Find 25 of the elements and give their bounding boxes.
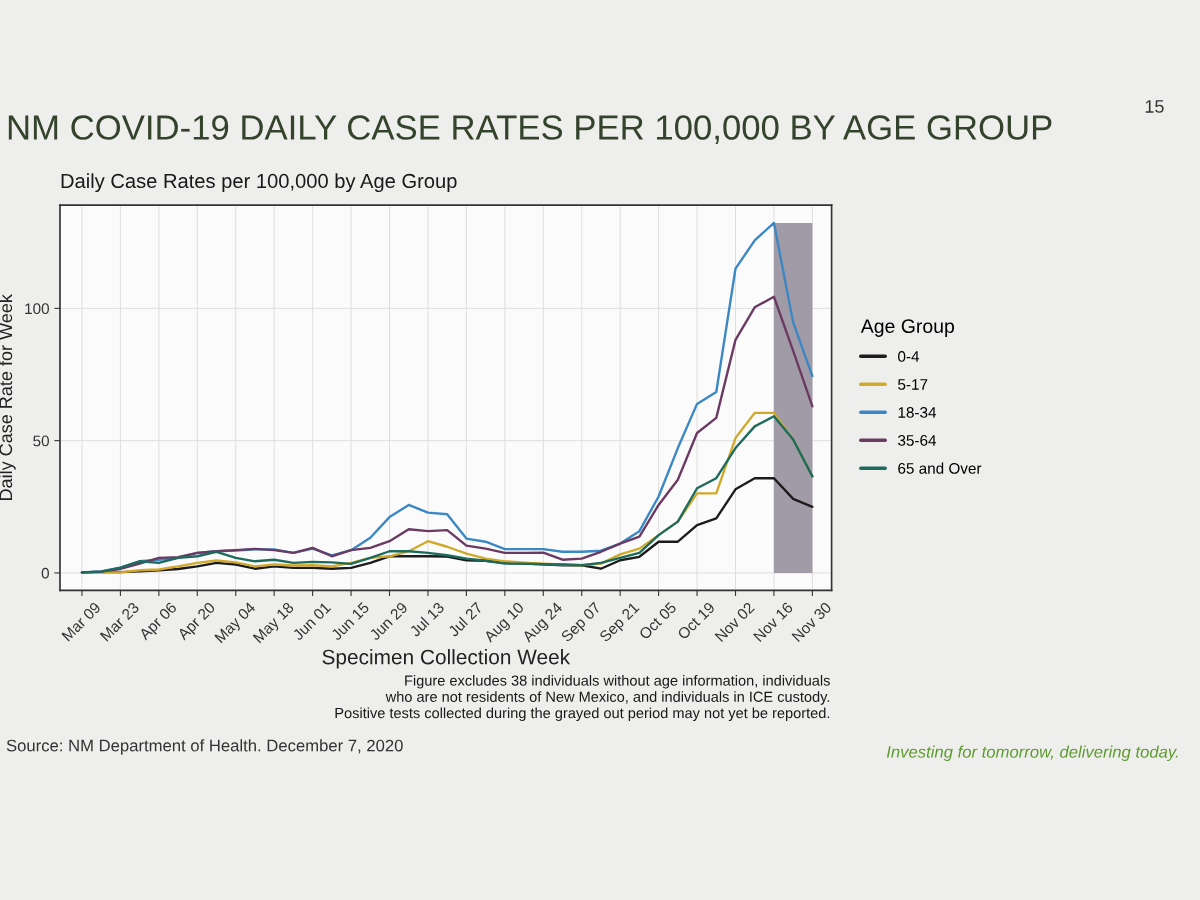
- y-tick-label: 0: [41, 567, 49, 579]
- legend-label: 0-4: [898, 351, 920, 362]
- x-tick-label: Oct 19: [676, 601, 716, 641]
- x-tick-label: Oct 05: [638, 601, 677, 641]
- x-tick-label: Jun 15: [330, 601, 370, 642]
- y-tick-label: 50: [33, 435, 49, 447]
- source-note: Source: NM Department of Health. December 7, 2020: [6, 739, 403, 755]
- x-axis-title: Specimen Collection Week: [322, 649, 571, 669]
- x-tick-label: Nov 30: [791, 601, 832, 643]
- legend-label: 35-64: [898, 435, 937, 446]
- legend-title: Age Group: [860, 319, 955, 337]
- x-tick-label: Jun 29: [368, 601, 409, 642]
- text: Investing for tomorrow, delivering today.: [886, 745, 1178, 762]
- legend-label: 5-17: [898, 379, 928, 390]
- text: Figure excludes 38 individuals without age information, individuals who are not residents of New Mexico, and individuals in ICE custody. Positive tests collected during the grayed out period may not yet be reported.: [335, 675, 830, 722]
- x-tick-label: Jul 13: [408, 601, 445, 638]
- y-tick-label: 100: [25, 303, 49, 315]
- x-tick-label: Mar 23: [99, 601, 140, 642]
- legend-label: 18-34: [898, 407, 937, 418]
- chart-title: NM COVID-19 DAILY CASE RATES PER 100,000 BY AGE GROUP: [8, 115, 1052, 144]
- legend-label: 65 and Over: [898, 462, 982, 474]
- x-tick-label: Apr 06: [138, 601, 180, 643]
- x-tick-label: Jul 27: [447, 601, 484, 638]
- text: 15: [1145, 100, 1164, 113]
- chart-subtitle: Daily Case Rates per 100,000 by Age Group: [61, 173, 457, 193]
